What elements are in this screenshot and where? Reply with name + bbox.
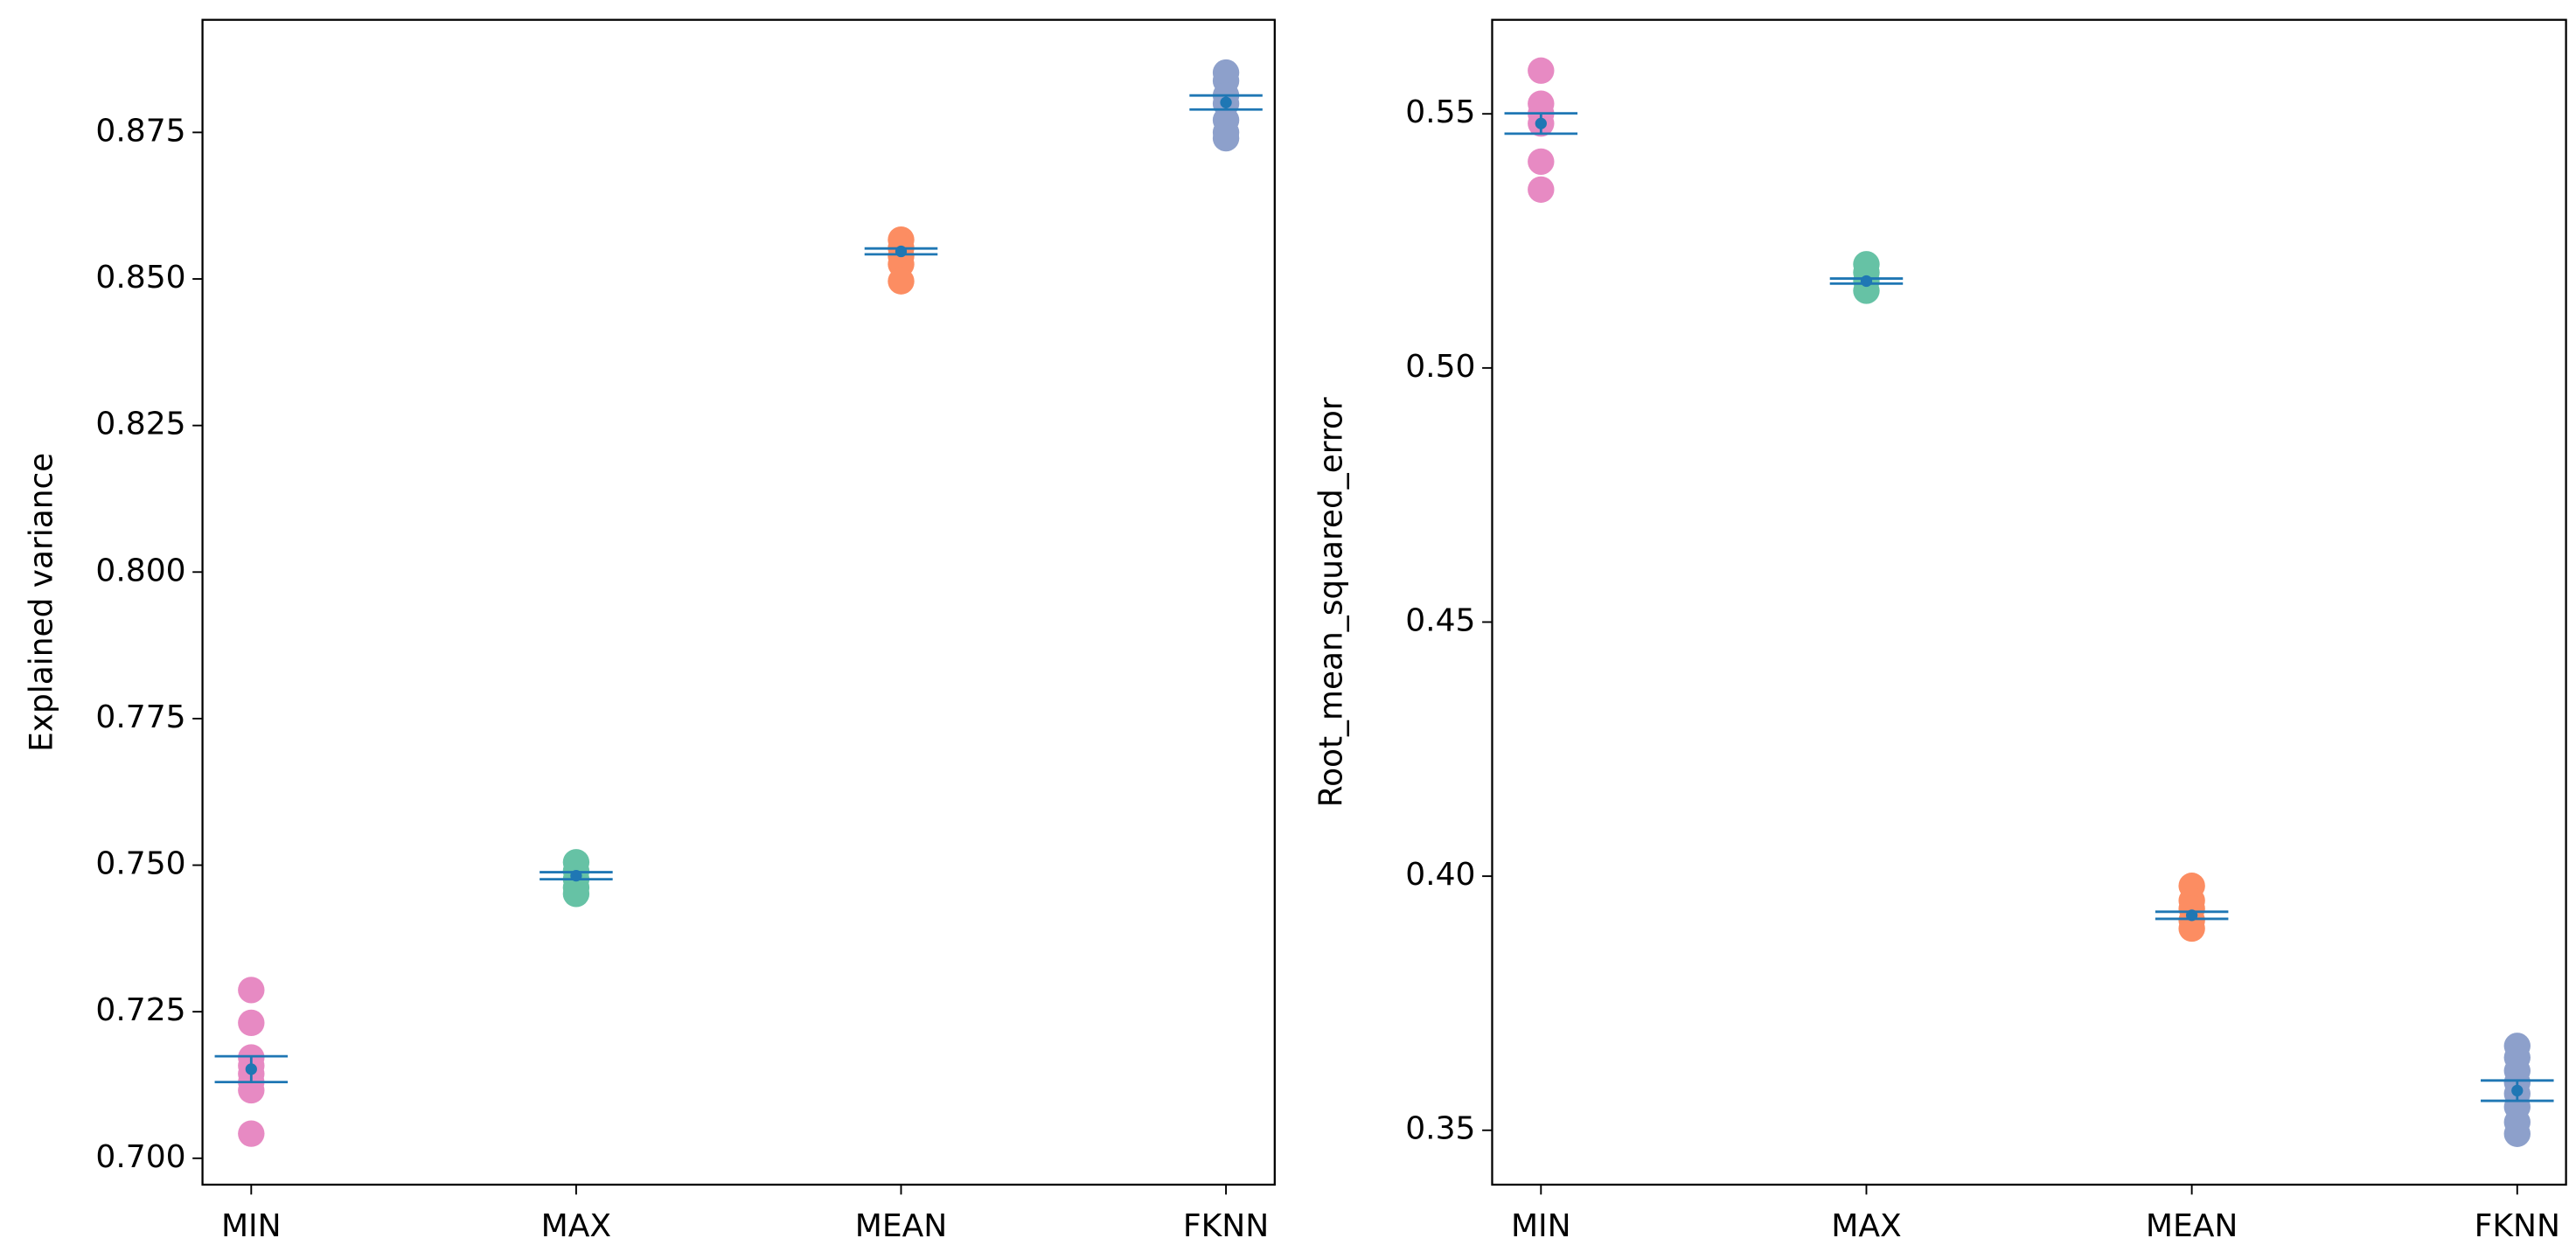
mean-point [1535,117,1547,129]
mean-point [2185,909,2198,922]
x-tick-label: MIN [1511,1208,1571,1244]
y-tick-label: 0.775 [95,699,185,735]
mean-point [245,1063,257,1075]
mean-point [2511,1084,2524,1097]
point [238,1076,265,1104]
point [238,977,265,1004]
y-tick-label: 0.50 [1405,349,1475,385]
y-axis-label: Root_mean_squared_error [1313,397,1349,807]
point [238,1120,265,1147]
x-tick-label: MIN [221,1208,282,1244]
axes-frame [1491,18,2567,1186]
x-tick-label: MEAN [855,1208,948,1244]
x-tick-label: FKNN [1183,1208,1269,1244]
y-tick-label: 0.45 [1405,603,1475,639]
axes-frame [201,18,1276,1186]
point [238,1009,265,1037]
x-tick-label: FKNN [2475,1208,2560,1244]
mean-point [1220,96,1232,108]
y-tick-label: 0.725 [95,992,185,1028]
x-tick-label: MAX [1831,1208,1901,1244]
mean-point [570,869,582,882]
y-tick-label: 0.825 [95,407,185,442]
point [1528,176,1555,203]
mean-point [1860,275,1873,288]
x-tick-label: MAX [541,1208,611,1244]
y-tick-label: 0.35 [1405,1111,1475,1147]
y-tick-label: 0.700 [95,1139,185,1175]
point [562,880,590,908]
y-tick-label: 0.750 [95,846,185,882]
x-tick-label: MEAN [2146,1208,2238,1244]
y-tick-label: 0.40 [1405,857,1475,893]
y-tick-label: 0.875 [95,113,185,149]
point [2503,1120,2531,1147]
point [1528,148,1555,175]
y-axis-label: Explained variance [24,453,59,752]
y-tick-label: 0.55 [1405,94,1475,130]
point [2178,915,2205,943]
point [1212,125,1240,152]
point [1528,57,1555,84]
y-tick-label: 0.800 [95,553,185,588]
mean-point [895,245,908,258]
point [888,268,915,295]
y-tick-label: 0.850 [95,260,185,296]
